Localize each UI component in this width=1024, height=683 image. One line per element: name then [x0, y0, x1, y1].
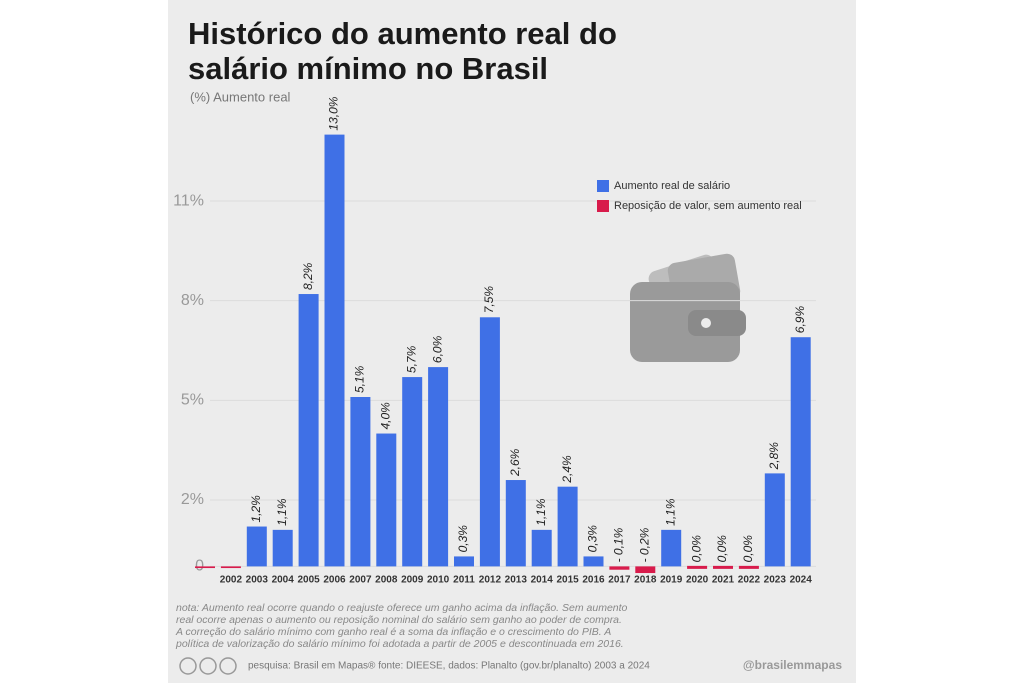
bar: [376, 433, 397, 567]
x-tick-label: 2024: [790, 575, 813, 586]
bar: [298, 294, 319, 567]
x-tick-label: 2023: [764, 575, 787, 586]
value-label: 0,0%: [741, 535, 755, 563]
x-tick-label: 2016: [582, 575, 605, 586]
subtitle: (%) Aumento real: [190, 89, 291, 104]
bar: [583, 556, 604, 567]
x-tick-label: 2004: [272, 575, 295, 586]
legend-label: Reposição de valor, sem aumento real: [614, 200, 802, 212]
bar: [454, 556, 474, 567]
x-tick-label: 2020: [686, 575, 709, 586]
source: pesquisa: Brasil em Mapas® fonte: DIEESE…: [248, 661, 650, 672]
x-tick-label: 2008: [375, 575, 398, 586]
x-tick-label: 2009: [401, 575, 424, 586]
x-tick-label: 2007: [349, 575, 372, 586]
bar: [402, 377, 423, 567]
note: nota: Aumento real ocorre quando o reaju…: [176, 602, 628, 614]
value-label: 6,9%: [793, 306, 807, 334]
value-label: 1,1%: [663, 498, 677, 526]
bar: [272, 529, 293, 567]
value-label: - 0,1%: [612, 527, 626, 562]
value-label: 0,3%: [586, 525, 600, 553]
x-tick-label: 2018: [634, 575, 657, 586]
bar: [428, 367, 449, 567]
bar: [764, 473, 785, 567]
legend-swatch: [597, 200, 609, 212]
bar: [531, 529, 552, 567]
x-tick-label: 2019: [660, 575, 683, 586]
bar: [609, 566, 630, 570]
panel: [168, 0, 856, 683]
note: A correção do salário mínimo com ganho r…: [175, 626, 611, 638]
x-tick-label: 2002: [220, 575, 243, 586]
x-tick-label: 2005: [297, 575, 320, 586]
value-label: 2,4%: [560, 455, 574, 484]
value-label: 6,0%: [430, 335, 444, 363]
value-label: 1,2%: [249, 495, 263, 523]
y-tick-label: 2%: [181, 491, 204, 508]
value-label: 5,1%: [353, 365, 367, 393]
bar: [790, 337, 811, 567]
bar: [635, 566, 656, 574]
value-label: 8,2%: [301, 262, 315, 290]
x-tick-label: 2011: [453, 575, 475, 586]
value-label: 0,0%: [689, 535, 703, 563]
bar: [350, 397, 371, 567]
x-tick-label: 2003: [246, 575, 269, 586]
legend-swatch: [597, 180, 609, 192]
chart-title: Histórico do aumento real do: [188, 16, 617, 51]
value-label: 0,0%: [715, 535, 729, 563]
value-label: - 0,2%: [637, 527, 651, 562]
value-label: 13,0%: [327, 96, 341, 130]
value-label: 1,1%: [534, 498, 548, 526]
bar: [246, 526, 267, 567]
bar: [324, 134, 345, 567]
x-tick-label: 2017: [608, 575, 631, 586]
bar: [661, 529, 682, 567]
bar: [505, 480, 526, 567]
value-label: 7,5%: [482, 286, 496, 314]
note: real ocorre apenas o aumento ou reposiçã…: [176, 614, 622, 626]
y-tick-label: 11%: [173, 192, 204, 209]
value-label: 1,1%: [275, 498, 289, 526]
bar: [557, 486, 578, 567]
value-label: 4,0%: [378, 402, 392, 430]
value-label: 5,7%: [404, 345, 418, 373]
x-tick-label: 2021: [712, 575, 735, 586]
x-tick-label: 2012: [479, 575, 502, 586]
x-tick-label: 2010: [427, 575, 450, 586]
note: política de valorização do salário mínim…: [175, 638, 624, 650]
x-tick-label: 2022: [738, 575, 761, 586]
x-tick-label: 2013: [505, 575, 528, 586]
wallet-icon: [630, 253, 746, 362]
y-tick-label: 5%: [181, 392, 204, 409]
bar: [195, 566, 215, 569]
x-tick-label: 2014: [531, 575, 554, 586]
x-tick-label: 2015: [556, 575, 579, 586]
legend-label: Aumento real de salário: [614, 180, 730, 192]
y-tick-label: 0: [195, 558, 204, 575]
y-tick-label: 8%: [181, 292, 204, 309]
value-label: 2,8%: [767, 442, 781, 471]
credit: @brasilemmapas: [743, 658, 842, 672]
bar: [479, 317, 500, 567]
chart-title: salário mínimo no Brasil: [188, 51, 548, 86]
x-tick-label: 2006: [323, 575, 346, 586]
value-label: 0,3%: [456, 525, 470, 553]
cc-icons: [179, 657, 237, 675]
bar: [220, 566, 241, 569]
value-label: 2,6%: [508, 448, 522, 477]
